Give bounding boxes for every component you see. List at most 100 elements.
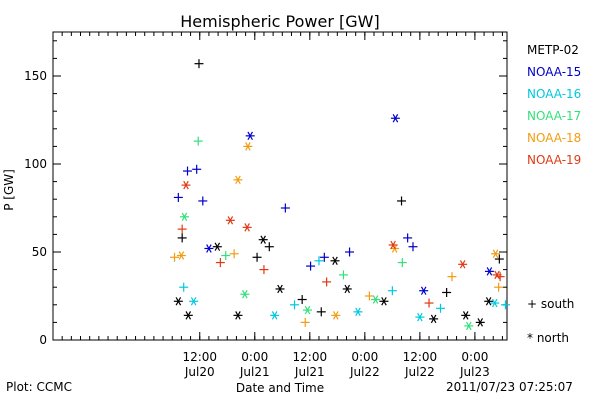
north-data-point	[464, 321, 474, 331]
south-data-point	[290, 300, 300, 310]
south-data-point	[494, 254, 504, 264]
south-data-point	[442, 287, 452, 297]
south-data-point	[494, 282, 504, 292]
south-data-point	[338, 270, 348, 280]
north-data-point	[240, 290, 250, 299]
north-data-point	[388, 240, 398, 250]
north-data-point	[419, 286, 429, 295]
legend-entry-metp-02: METP-02	[527, 43, 579, 57]
north-data-point	[212, 242, 222, 251]
x-tick-time-label: 12:00	[293, 350, 328, 364]
north-data-point	[484, 267, 494, 276]
north-data-point	[275, 284, 285, 294]
legend-entry-noaa-18: NOAA-18	[527, 131, 582, 145]
legend-entry-noaa-15: NOAA-15	[527, 65, 582, 79]
x-tick-time-label: 0:00	[461, 350, 488, 364]
north-data-point	[183, 311, 193, 320]
south-data-point	[408, 242, 418, 252]
south-data-point	[397, 196, 407, 206]
north-data-point	[204, 244, 214, 253]
south-data-point	[179, 282, 189, 292]
south-data-point	[364, 291, 374, 301]
south-data-point	[424, 298, 434, 308]
south-data-point	[280, 203, 290, 213]
north-data-point	[475, 318, 485, 327]
north-data-point	[458, 260, 468, 269]
plot-frame	[52, 31, 508, 341]
north-data-point	[245, 131, 255, 141]
y-tick-label: 150	[24, 69, 47, 83]
plot-timestamp: 2011/07/23 07:25:07	[446, 380, 573, 394]
y-tick-label: 0	[39, 333, 47, 347]
south-data-point	[397, 258, 407, 268]
legend-entry-noaa-19: NOAA-19	[527, 153, 582, 167]
south-data-point	[177, 233, 187, 243]
south-data-point	[252, 252, 262, 262]
south-data-point	[229, 249, 239, 259]
south-data-point	[403, 233, 413, 243]
north-data-point	[492, 270, 502, 280]
north-data-point	[415, 312, 425, 322]
south-data-point	[447, 272, 457, 282]
north-data-point	[179, 212, 189, 222]
south-data-point	[500, 300, 510, 310]
south-data-point	[345, 247, 355, 257]
south-data-point	[192, 164, 202, 174]
y-axis-label: P [GW]	[2, 169, 16, 211]
south-data-point	[193, 136, 203, 146]
south-data-point	[177, 224, 187, 234]
north-data-point	[243, 142, 253, 151]
x-tick-date-label: Jul22	[349, 365, 380, 379]
north-data-point	[181, 180, 191, 190]
south-data-point	[215, 258, 225, 268]
south-data-point	[436, 303, 446, 313]
y-tick-label: 100	[24, 157, 47, 171]
south-data-point	[297, 295, 307, 305]
north-data-point	[331, 311, 341, 320]
north-data-point	[490, 298, 500, 308]
north-data-point	[390, 114, 400, 123]
north-data-point	[379, 297, 389, 306]
north-data-point	[342, 284, 352, 294]
south-data-point	[170, 252, 180, 262]
north-data-point	[233, 311, 243, 320]
south-data-point	[314, 256, 324, 266]
axes-layer: 05010015012:00Jul200:00Jul2112:00Jul210:…	[24, 32, 507, 379]
x-tick-time-label: 12:00	[403, 350, 438, 364]
south-data-point	[194, 59, 204, 69]
x-tick-time-label: 0:00	[351, 350, 378, 364]
north-data-point	[371, 295, 381, 304]
north-data-point	[233, 175, 243, 185]
x-tick-date-label: Jul20	[184, 365, 215, 379]
north-data-point	[484, 297, 494, 306]
north-data-point	[303, 305, 313, 315]
north-data-point	[353, 307, 363, 317]
x-axis-label: Date and Time	[236, 381, 324, 395]
north-data-point	[270, 311, 280, 320]
north-data-point	[491, 249, 501, 258]
x-tick-date-label: Jul21	[294, 365, 325, 379]
north-data-point	[173, 297, 183, 306]
north-data-point	[461, 311, 471, 320]
north-data-point	[225, 216, 235, 225]
x-tick-time-label: 0:00	[241, 350, 268, 364]
north-data-point	[189, 297, 199, 306]
data-marks-layer	[170, 59, 510, 331]
south-data-point	[221, 251, 231, 261]
y-tick-label: 50	[32, 245, 47, 259]
north-data-point	[330, 256, 340, 266]
south-data-point	[319, 252, 329, 262]
chart-title: Hemispheric Power [GW]	[180, 12, 379, 31]
south-data-point	[264, 242, 274, 252]
north-marker-key: * north	[527, 331, 570, 345]
south-data-point	[306, 261, 316, 271]
south-data-point	[316, 307, 326, 317]
south-data-point	[387, 286, 397, 296]
south-data-point	[322, 277, 332, 287]
south-marker-key: + south	[527, 297, 575, 311]
south-data-point	[183, 166, 193, 176]
x-tick-date-label: Jul23	[459, 365, 490, 379]
x-tick-date-label: Jul21	[239, 365, 270, 379]
south-data-point	[495, 272, 505, 282]
